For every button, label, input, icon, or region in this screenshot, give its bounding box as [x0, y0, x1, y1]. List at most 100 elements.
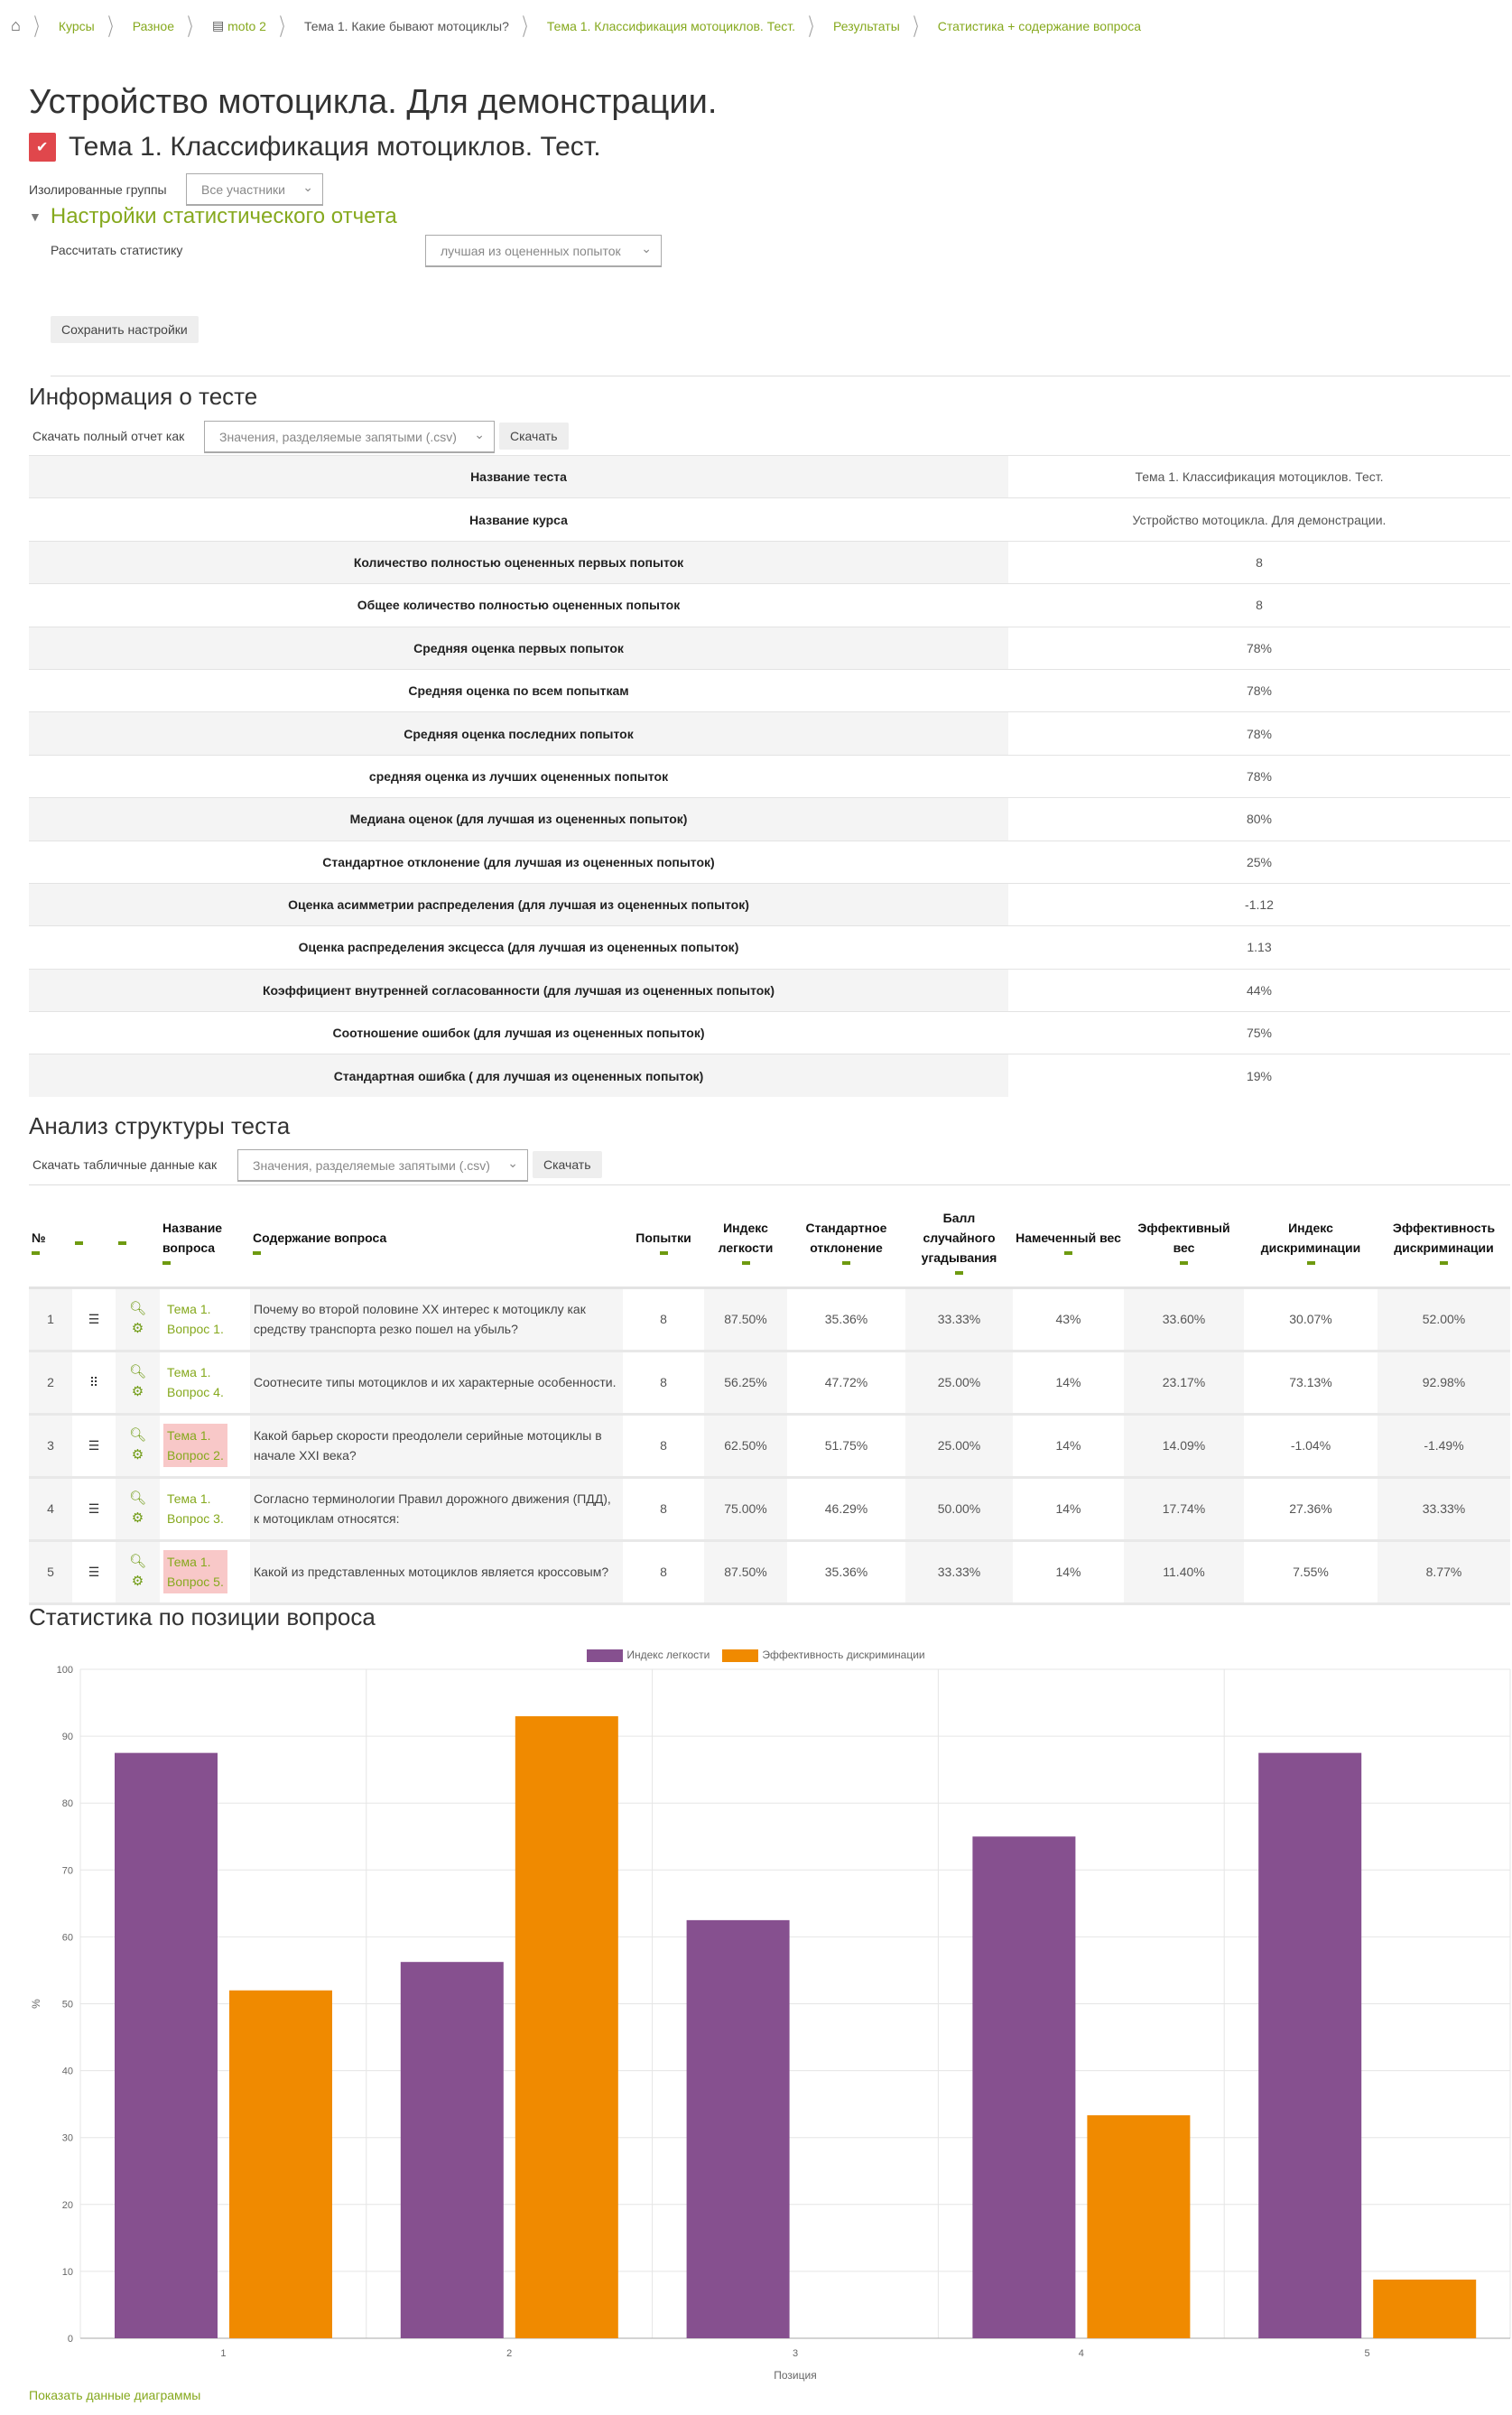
bar-discrimination-2[interactable]: [515, 1716, 618, 2338]
question-name-line[interactable]: Вопрос 3.: [167, 1511, 224, 1526]
preview-icon[interactable]: 🔍︎: [128, 1491, 147, 1506]
preview-icon[interactable]: 🔍︎: [128, 1301, 147, 1316]
breadcrumb-courses[interactable]: Курсы: [58, 18, 95, 33]
bar-ease-3[interactable]: [686, 1919, 790, 2338]
question-name-line[interactable]: Вопрос 1.: [167, 1322, 224, 1336]
sort-icon[interactable]: [741, 1261, 750, 1266]
gear-icon[interactable]: ⚙: [131, 1510, 144, 1526]
column-header-label[interactable]: Содержание вопроса: [253, 1231, 387, 1246]
sort-icon[interactable]: [75, 1241, 83, 1246]
question-name-link[interactable]: Тема 1. Вопрос 2.: [160, 1414, 250, 1479]
breadcrumb-misc[interactable]: Разное: [132, 18, 174, 33]
column-header-label[interactable]: Индекс дискриминации: [1260, 1221, 1361, 1256]
sort-icon[interactable]: [842, 1261, 850, 1266]
column-header[interactable]: Название вопроса: [160, 1197, 250, 1289]
stat-cell: 51.75%: [787, 1414, 905, 1479]
show-chart-data-link[interactable]: Показать данные диаграммы: [29, 2388, 201, 2402]
sort-icon[interactable]: [659, 1251, 668, 1256]
legend-item-ease[interactable]: Индекс легкости: [587, 1649, 710, 1662]
column-header[interactable]: Намеченный вес: [1013, 1197, 1124, 1289]
bar-ease-2[interactable]: [400, 1962, 504, 2338]
preview-icon[interactable]: 🔍︎: [128, 1427, 147, 1443]
table-row: 3 ☰ 🔍︎ ⚙ Тема 1. Вопрос 2. Какой барьер ск…: [29, 1414, 1510, 1479]
column-header-label[interactable]: Эффективный вес: [1137, 1221, 1230, 1256]
gear-icon[interactable]: ⚙: [131, 1574, 144, 1589]
question-name-link[interactable]: Тема 1. Вопрос 5.: [160, 1540, 250, 1605]
column-header[interactable]: Эффективность дискриминации: [1377, 1197, 1510, 1289]
column-header[interactable]: Попытки: [623, 1197, 704, 1289]
question-name-link[interactable]: Тема 1. Вопрос 3.: [160, 1477, 250, 1542]
calc-select[interactable]: лучшая из оцененных попыток: [425, 235, 662, 267]
sort-icon[interactable]: [1064, 1251, 1072, 1256]
analysis-table: № Название вопроса Содержание вопроса Попыт…: [29, 1197, 1510, 1605]
question-name-line[interactable]: Вопрос 4.: [167, 1385, 224, 1399]
bar-discrimination-4[interactable]: [1087, 2115, 1191, 2338]
sort-icon[interactable]: [1180, 1261, 1188, 1266]
column-header-label[interactable]: Намеченный вес: [1016, 1231, 1121, 1246]
legend-item-discrimination[interactable]: Эффективность дискриминации: [722, 1649, 925, 1662]
sort-icon[interactable]: [253, 1251, 261, 1256]
column-header-label[interactable]: Попытки: [635, 1231, 691, 1246]
question-name-line[interactable]: Тема 1.: [167, 1555, 211, 1569]
column-header-label[interactable]: Эффективность дискриминации: [1392, 1221, 1496, 1256]
column-header[interactable]: [116, 1197, 160, 1289]
info-download-button[interactable]: Скачать: [499, 423, 569, 450]
info-value: 78%: [1008, 626, 1510, 670]
breadcrumb-quiz[interactable]: Тема 1. Классификация мотоциклов. Тест.: [546, 18, 796, 33]
info-row: Название курса Устройство мотоцикла. Для …: [29, 497, 1510, 542]
info-format-select[interactable]: Значения, разделяемые запятыми (.csv): [204, 421, 495, 453]
settings-toggle[interactable]: ▼ Настройки статистического отчета: [29, 204, 397, 229]
question-name-line[interactable]: Тема 1.: [167, 1428, 211, 1443]
column-header-label[interactable]: Название вопроса: [162, 1221, 223, 1256]
breadcrumb-statistics[interactable]: Статистика + содержание вопроса: [937, 18, 1142, 33]
column-header-label[interactable]: Стандартное отклонение: [805, 1221, 887, 1256]
sort-icon[interactable]: [118, 1241, 126, 1246]
analysis-download-button[interactable]: Скачать: [533, 1151, 602, 1178]
column-header-label[interactable]: Балл случайного угадывания: [921, 1211, 997, 1266]
sort-icon[interactable]: [955, 1271, 963, 1276]
bar-ease-4[interactable]: [972, 1836, 1076, 2338]
bar-ease-1[interactable]: [115, 1752, 218, 2338]
preview-icon[interactable]: 🔍︎: [128, 1554, 147, 1569]
sort-icon[interactable]: [162, 1261, 171, 1266]
gear-icon[interactable]: ⚙: [131, 1321, 144, 1336]
settings-heading[interactable]: Настройки статистического отчета: [50, 204, 397, 228]
groups-select[interactable]: Все участники: [186, 173, 323, 206]
column-header[interactable]: Балл случайного угадывания: [905, 1197, 1013, 1289]
column-header-label[interactable]: №: [32, 1231, 46, 1246]
bar-discrimination-1[interactable]: [229, 1990, 332, 2338]
question-name-line[interactable]: Тема 1.: [167, 1491, 211, 1506]
column-header[interactable]: Индекс дискриминации: [1244, 1197, 1377, 1289]
question-name-line[interactable]: Вопрос 2.: [167, 1448, 224, 1463]
column-header[interactable]: Индекс легкости: [704, 1197, 787, 1289]
question-name-link[interactable]: Тема 1. Вопрос 1.: [160, 1287, 250, 1352]
sort-icon[interactable]: [1306, 1261, 1315, 1266]
preview-icon[interactable]: 🔍︎: [128, 1364, 147, 1379]
sort-icon[interactable]: [32, 1251, 40, 1256]
info-label: средняя оценка из лучших оцененных попыт…: [29, 754, 1008, 798]
home-icon[interactable]: ⌂: [11, 16, 21, 34]
breadcrumb-results[interactable]: Результаты: [833, 18, 900, 33]
gear-icon[interactable]: ⚙: [131, 1447, 144, 1463]
column-header[interactable]: Содержание вопроса: [250, 1197, 623, 1289]
bar-ease-5[interactable]: [1258, 1752, 1362, 2338]
column-header-label[interactable]: Индекс легкости: [718, 1221, 774, 1256]
question-name-link[interactable]: Тема 1. Вопрос 4.: [160, 1351, 250, 1416]
column-header[interactable]: [72, 1197, 116, 1289]
bar-discrimination-5[interactable]: [1373, 2280, 1477, 2338]
column-header[interactable]: №: [29, 1197, 72, 1289]
breadcrumb-moto2[interactable]: moto 2: [227, 18, 266, 33]
question-name-line[interactable]: Тема 1.: [167, 1365, 211, 1379]
stat-cell: 8: [623, 1351, 704, 1416]
stat-cell: 8: [623, 1287, 704, 1352]
column-header[interactable]: Эффективный вес: [1124, 1197, 1244, 1289]
question-name-line[interactable]: Тема 1.: [167, 1302, 211, 1316]
gear-icon[interactable]: ⚙: [131, 1384, 144, 1399]
sort-icon[interactable]: [1440, 1261, 1448, 1266]
question-name-line[interactable]: Вопрос 5.: [167, 1574, 224, 1589]
save-settings-button[interactable]: Сохранить настройки: [51, 316, 199, 343]
info-value: 78%: [1008, 754, 1510, 798]
column-header[interactable]: Стандартное отклонение: [787, 1197, 905, 1289]
info-label: Коэффициент внутренней согласованности (…: [29, 968, 1008, 1012]
analysis-format-select[interactable]: Значения, разделяемые запятыми (.csv): [237, 1149, 528, 1182]
